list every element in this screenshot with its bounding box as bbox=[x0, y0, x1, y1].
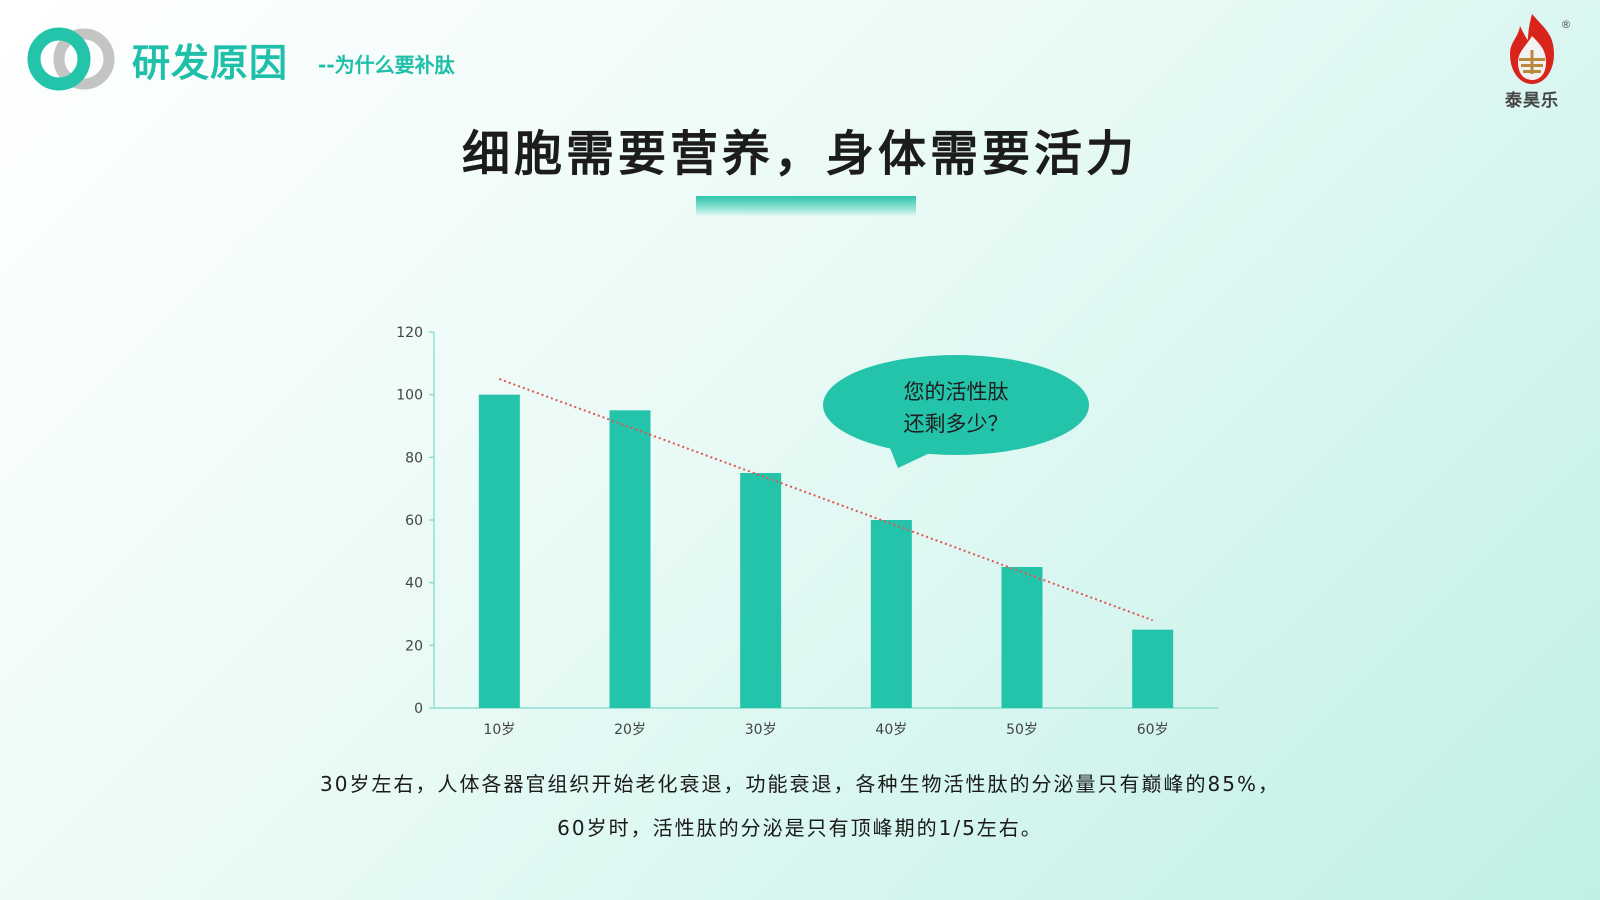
brand-name: 泰昊乐 bbox=[1505, 91, 1559, 111]
x-tick-label: 10岁 bbox=[483, 722, 515, 738]
bar bbox=[609, 410, 651, 708]
title-underline bbox=[696, 196, 916, 216]
bars bbox=[478, 394, 1174, 708]
caption-line: 30岁左右，人体各器官组织开始老化衰退，功能衰退，各种生物活性肽的分泌量只有巅峰… bbox=[320, 772, 1280, 796]
double-ring-logo-icon bbox=[27, 27, 115, 91]
speech-bubble-tail bbox=[886, 438, 932, 468]
section-title: 研发原因 bbox=[132, 40, 289, 85]
caption-line: 60岁时，活性肽的分泌是只有顶峰期的1/5左右。 bbox=[557, 816, 1043, 840]
speech-bubble-line: 您的活性肽 bbox=[904, 380, 1009, 404]
bar bbox=[1132, 629, 1174, 708]
registered-mark: ® bbox=[1561, 18, 1572, 31]
trend-line bbox=[498, 378, 1154, 622]
x-tick-label: 30岁 bbox=[745, 722, 777, 738]
speech-bubble-line: 还剩多少？ bbox=[904, 412, 1009, 436]
y-tick-label: 80 bbox=[405, 450, 423, 466]
x-tick-label: 40岁 bbox=[875, 722, 907, 738]
header: 研发原因 --为什么要补肽 bbox=[26, 24, 455, 94]
trendline bbox=[498, 378, 1154, 622]
y-axis: 0 20 40 60 80 100 120 bbox=[396, 325, 435, 717]
brand-logo: ® 泰昊乐 bbox=[1492, 12, 1572, 111]
x-axis: 10岁 20岁 30岁 40岁 50岁 60岁 bbox=[434, 707, 1218, 738]
y-tick-label: 0 bbox=[414, 701, 423, 717]
section-subtitle: --为什么要补肽 bbox=[318, 52, 455, 77]
bar-chart: 0 20 40 60 80 100 120 10岁 20岁 30岁 40岁 50岁 60岁 您的活性肽… bbox=[396, 325, 1218, 738]
bar bbox=[870, 520, 912, 708]
x-tick-label: 50岁 bbox=[1006, 722, 1038, 738]
y-tick-label: 120 bbox=[396, 325, 423, 341]
x-tick-label: 20岁 bbox=[614, 722, 646, 738]
bar bbox=[478, 394, 520, 708]
speech-bubble-body bbox=[823, 355, 1089, 455]
y-tick-label: 100 bbox=[396, 388, 423, 404]
bar bbox=[740, 473, 782, 708]
y-tick-label: 40 bbox=[405, 576, 423, 592]
y-tick-label: 20 bbox=[405, 638, 423, 654]
page-title: 细胞需要营养，身体需要活力 bbox=[461, 126, 1138, 182]
x-tick-label: 60岁 bbox=[1137, 722, 1169, 738]
speech-bubble: 您的活性肽 还剩多少？ bbox=[823, 355, 1089, 468]
y-tick-label: 60 bbox=[405, 513, 423, 529]
bar bbox=[1001, 567, 1043, 708]
flame-emblem-icon: ® bbox=[1510, 14, 1572, 84]
